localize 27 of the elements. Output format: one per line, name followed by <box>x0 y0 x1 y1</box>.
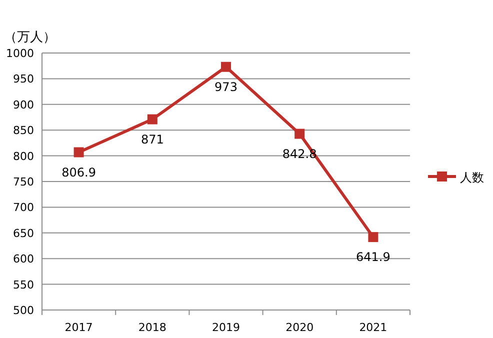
x-tick-label: 2021 <box>359 321 388 334</box>
x-tick-label: 2019 <box>212 321 240 334</box>
data-label: 973 <box>214 80 238 94</box>
point <box>368 232 378 242</box>
x-tick-label: 2018 <box>138 321 166 334</box>
y-tick-label: 500 <box>13 304 34 317</box>
y-tick-label: 750 <box>13 176 34 188</box>
x-tick-label: 2020 <box>286 321 314 334</box>
legend-label: 人数 <box>460 170 484 184</box>
data-label: 641.9 <box>356 250 390 264</box>
y-axis-title: （万人） <box>4 30 56 45</box>
point <box>74 147 84 158</box>
y-tick-label: 600 <box>13 252 34 266</box>
x-tick-label: 2017 <box>64 321 93 334</box>
y-tick-label: 950 <box>13 72 34 86</box>
point <box>147 114 158 124</box>
y-tick-label: 550 <box>13 278 34 292</box>
y-tick-label: 700 <box>13 201 34 214</box>
y-tick-label: 800 <box>13 150 34 163</box>
data-label: 871 <box>140 132 164 146</box>
data-label: 806.9 <box>62 165 96 180</box>
point <box>294 128 305 139</box>
y-tick-label: 850 <box>13 124 34 138</box>
y-tick-label: 1000 <box>6 47 34 60</box>
y-tick-label: 900 <box>13 98 34 112</box>
point <box>221 62 231 72</box>
y-tick-label: 650 <box>13 226 34 240</box>
